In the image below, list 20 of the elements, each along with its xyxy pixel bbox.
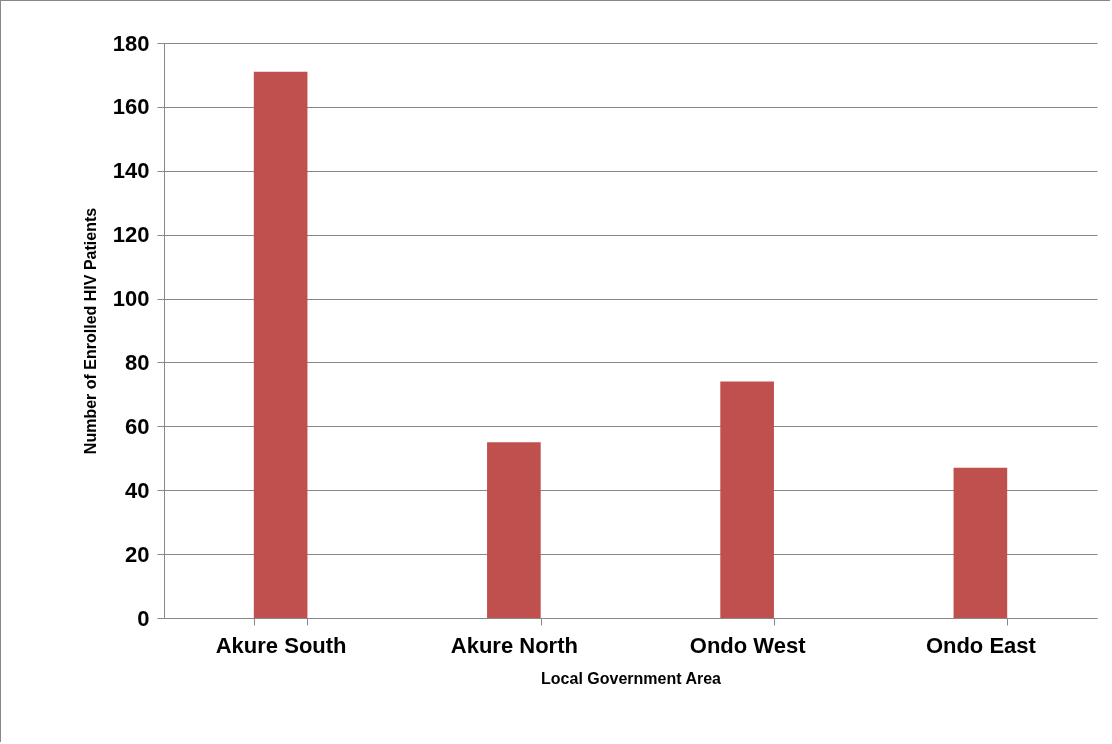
y-tick-label: 140 [112, 158, 150, 184]
y-tick-label: 80 [125, 349, 150, 375]
y-tick-label: 180 [112, 30, 150, 56]
bar [720, 381, 774, 618]
y-tick-label: 20 [125, 541, 150, 567]
bar [953, 467, 1008, 618]
x-axis-title: Local Government Area [541, 669, 722, 687]
x-tick-label: Akure South [215, 632, 347, 658]
x-tick-label: Akure North [450, 632, 578, 658]
x-tick-label: Ondo East [925, 632, 1037, 658]
bar [487, 442, 541, 618]
y-tick-label: 0 [137, 605, 150, 631]
y-tick-label: 120 [112, 222, 150, 248]
y-axis-title: Number of Enrolled HIV Patients [81, 207, 99, 455]
y-tick-label: 160 [112, 94, 150, 120]
x-tick-label: Ondo West [689, 632, 807, 658]
bar [253, 71, 308, 618]
y-tick-label: 40 [125, 477, 150, 503]
y-tick-label: 60 [125, 413, 150, 439]
y-tick-label: 100 [112, 286, 150, 312]
